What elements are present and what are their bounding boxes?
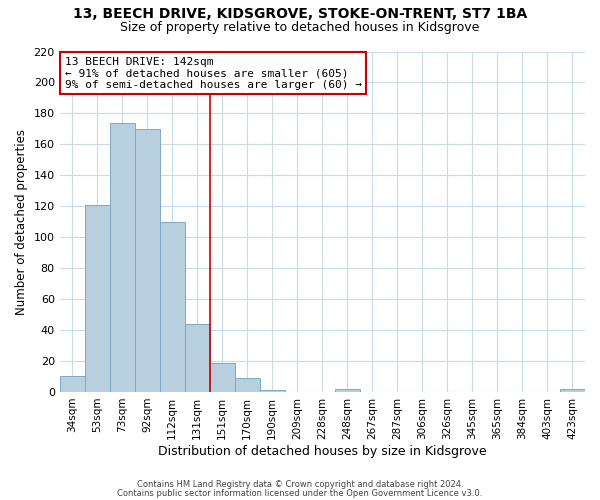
Bar	[85, 204, 110, 392]
Bar	[135, 129, 160, 392]
Y-axis label: Number of detached properties: Number of detached properties	[15, 128, 28, 314]
Text: 13 BEECH DRIVE: 142sqm
← 91% of detached houses are smaller (605)
9% of semi-det: 13 BEECH DRIVE: 142sqm ← 91% of detached…	[65, 56, 362, 90]
Bar	[160, 222, 185, 392]
Bar	[560, 389, 585, 392]
Text: 13, BEECH DRIVE, KIDSGROVE, STOKE-ON-TRENT, ST7 1BA: 13, BEECH DRIVE, KIDSGROVE, STOKE-ON-TRE…	[73, 8, 527, 22]
Bar	[260, 390, 285, 392]
Bar	[110, 122, 135, 392]
X-axis label: Distribution of detached houses by size in Kidsgrove: Distribution of detached houses by size …	[158, 444, 487, 458]
Bar	[335, 389, 360, 392]
Bar	[59, 376, 85, 392]
Bar	[235, 378, 260, 392]
Text: Size of property relative to detached houses in Kidsgrove: Size of property relative to detached ho…	[121, 21, 479, 34]
Bar	[185, 324, 210, 392]
Text: Contains HM Land Registry data © Crown copyright and database right 2024.: Contains HM Land Registry data © Crown c…	[137, 480, 463, 489]
Bar	[210, 362, 235, 392]
Text: Contains public sector information licensed under the Open Government Licence v3: Contains public sector information licen…	[118, 488, 482, 498]
